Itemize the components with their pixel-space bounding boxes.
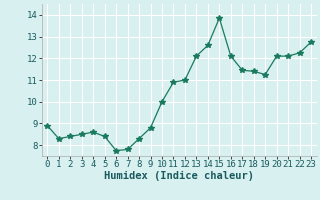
X-axis label: Humidex (Indice chaleur): Humidex (Indice chaleur) (104, 171, 254, 181)
